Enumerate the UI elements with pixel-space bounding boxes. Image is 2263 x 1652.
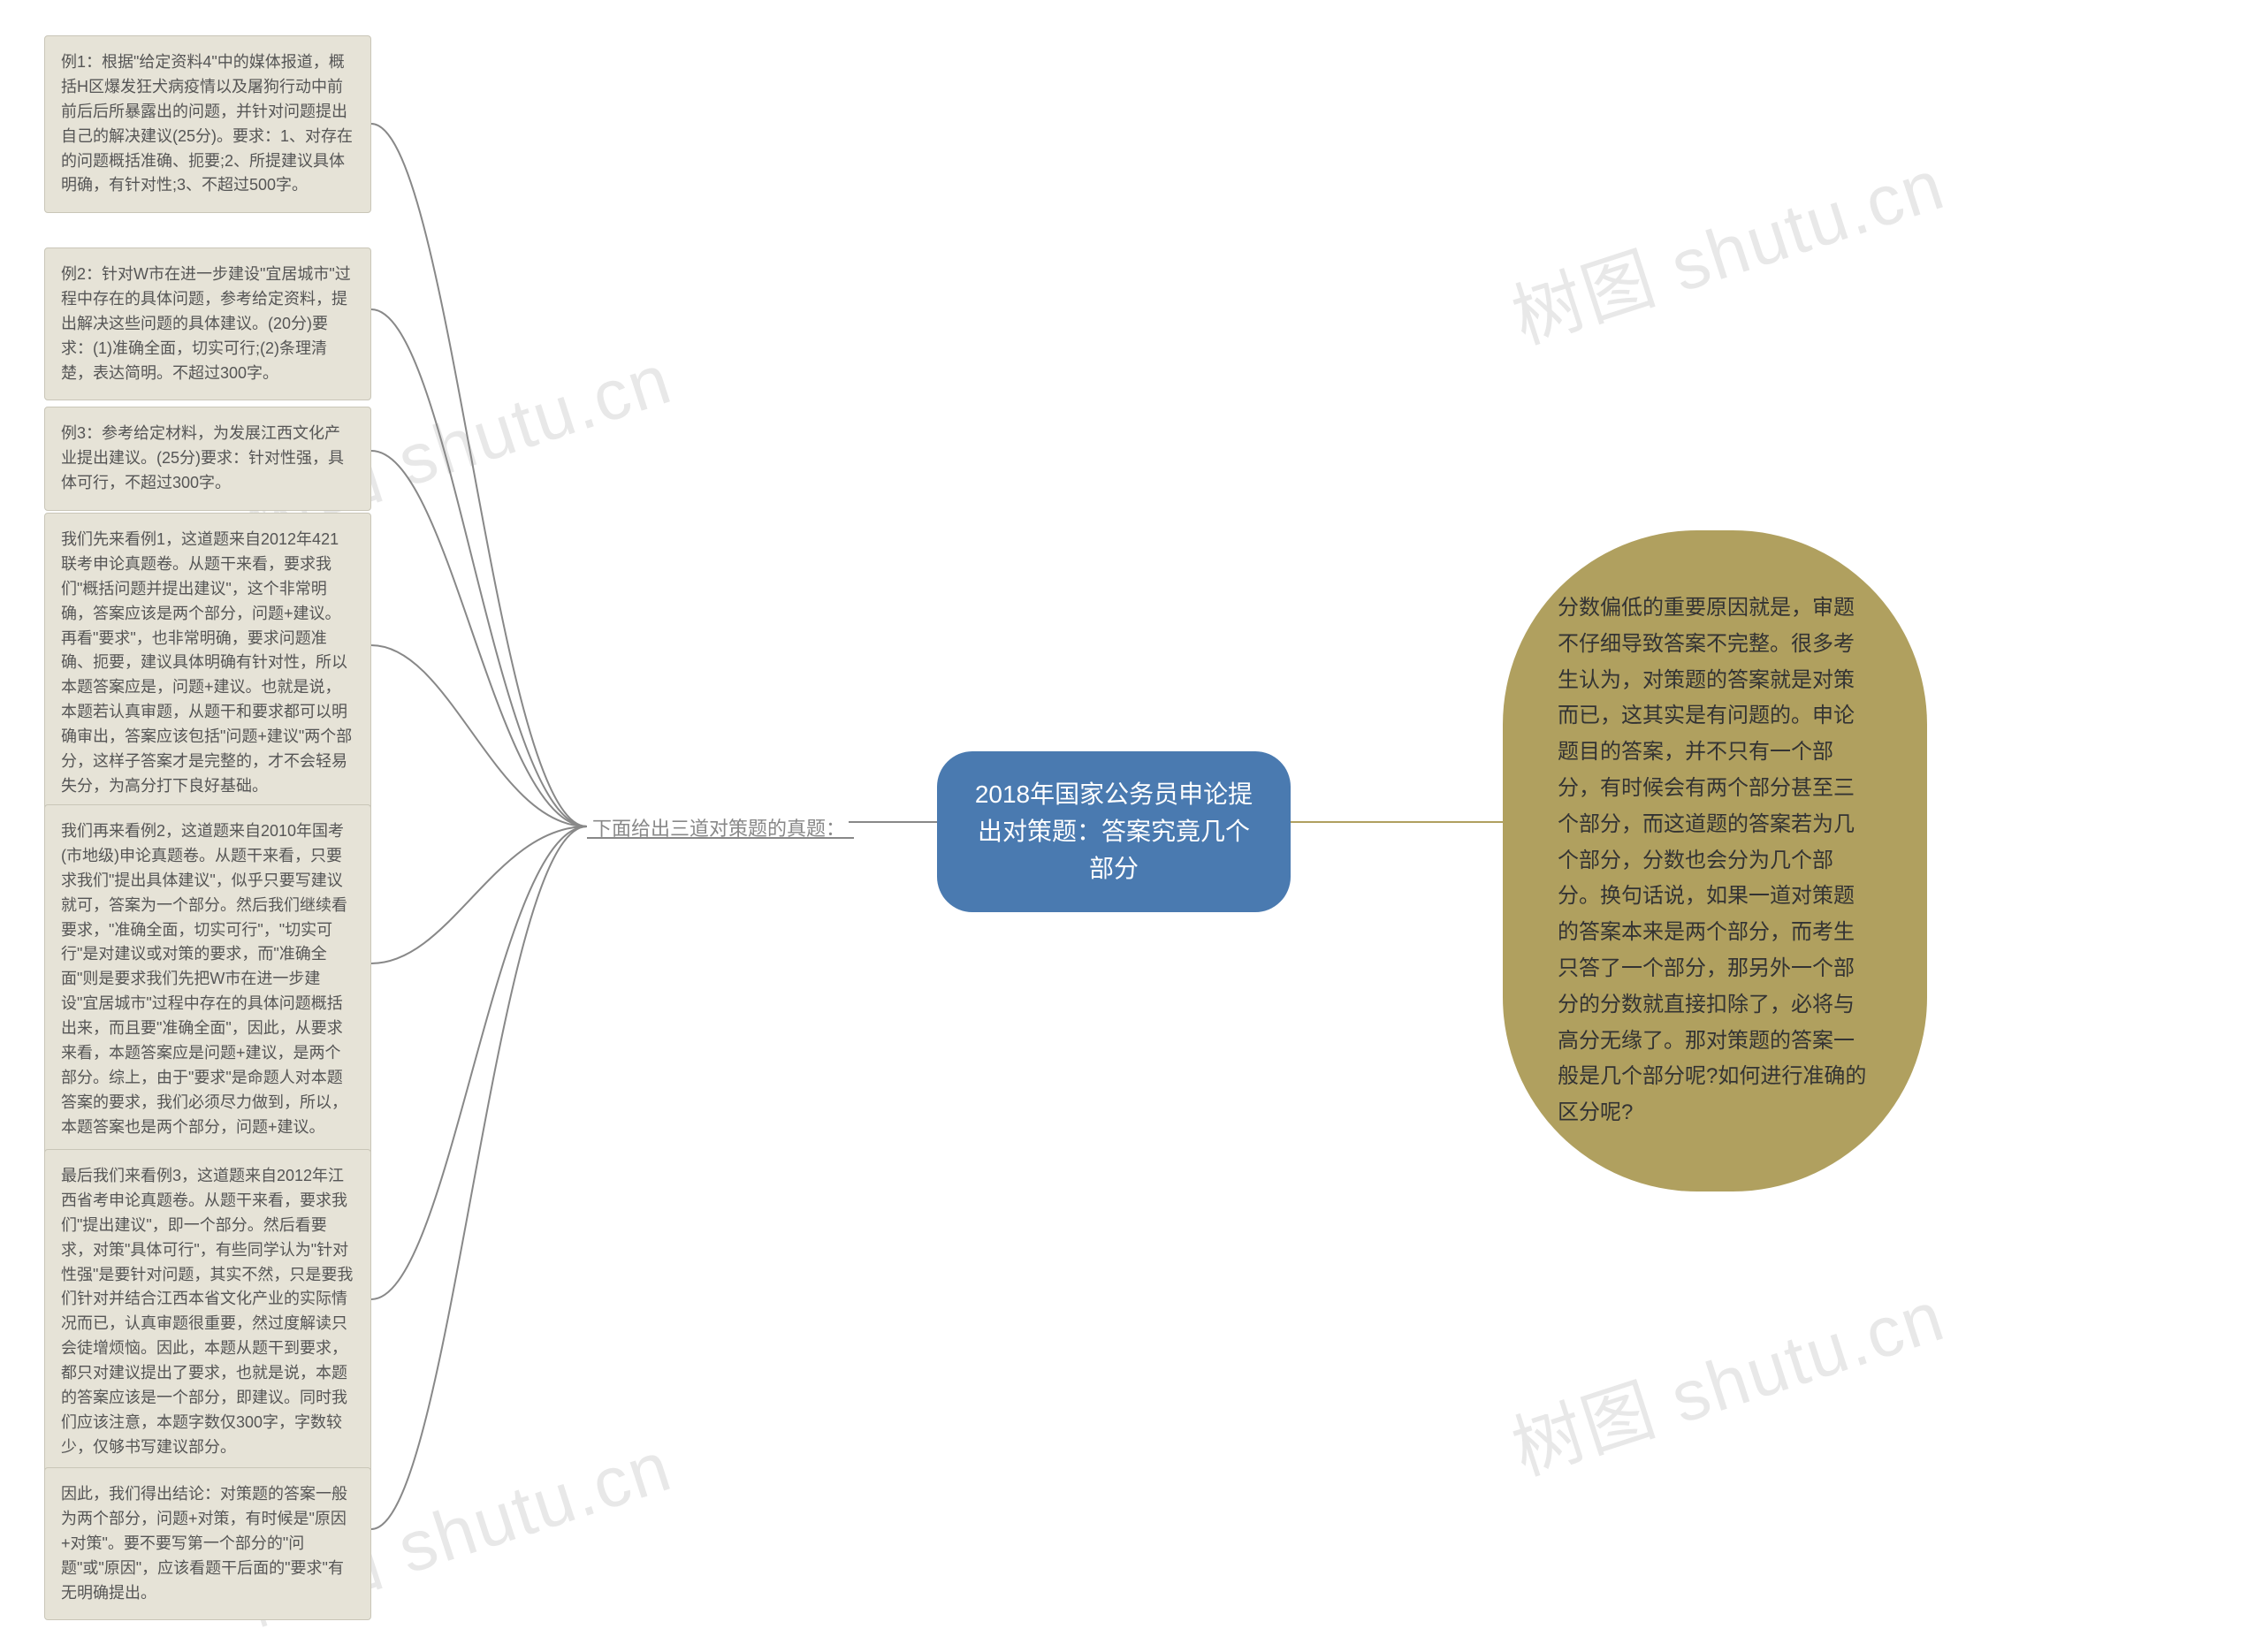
leaf-node[interactable]: 例3：参考给定材料，为发展江西文化产业提出建议。(25分)要求：针对性强，具体可…: [44, 407, 371, 511]
watermark: 树图 shutu.cn: [1497, 1260, 1955, 1496]
watermark: 树图 shutu.cn: [1497, 128, 1955, 364]
leaf-text: 例3：参考给定材料，为发展江西文化产业提出建议。(25分)要求：针对性强，具体可…: [61, 424, 344, 491]
leaf-node[interactable]: 因此，我们得出结论：对策题的答案一般为两个部分，问题+对策，有时候是"原因+对策…: [44, 1467, 371, 1620]
leaf-text: 最后我们来看例3，这道题来自2012年江西省考申论真题卷。从题干来看，要求我们"…: [61, 1167, 353, 1456]
leaf-node[interactable]: 我们先来看例1，这道题来自2012年421联考申论真题卷。从题干来看，要求我们"…: [44, 513, 371, 814]
leaf-node[interactable]: 例1：根据"给定资料4"中的媒体报道，概括H区爆发狂犬病疫情以及屠狗行动中前前后…: [44, 35, 371, 213]
left-branch-label-text: 下面给出三道对策题的真题：: [592, 818, 845, 840]
root-line1: 2018年国家公务员申论提: [972, 776, 1255, 813]
right-branch-text: 分数偏低的重要原因就是，审题不仔细导致答案不完整。很多考生认为，对策题的答案就是…: [1558, 596, 1866, 1124]
root-line3: 部分: [972, 850, 1255, 887]
leaf-node[interactable]: 最后我们来看例3，这道题来自2012年江西省考申论真题卷。从题干来看，要求我们"…: [44, 1149, 371, 1475]
leaf-text: 因此，我们得出结论：对策题的答案一般为两个部分，问题+对策，有时候是"原因+对策…: [61, 1485, 347, 1602]
leaf-text: 我们先来看例1，这道题来自2012年421联考申论真题卷。从题干来看，要求我们"…: [61, 530, 352, 795]
leaf-node[interactable]: 例2：针对W市在进一步建设"宜居城市"过程中存在的具体问题，参考给定资料，提出解…: [44, 247, 371, 400]
right-branch-node[interactable]: 分数偏低的重要原因就是，审题不仔细导致答案不完整。很多考生认为，对策题的答案就是…: [1503, 530, 1927, 1191]
mindmap-root[interactable]: 2018年国家公务员申论提 出对策题：答案究竟几个 部分: [937, 751, 1291, 912]
leaf-node[interactable]: 我们再来看例2，这道题来自2010年国考(市地级)申论真题卷。从题干来看，只要求…: [44, 804, 371, 1155]
root-line2: 出对策题：答案究竟几个: [972, 813, 1255, 850]
leaf-text: 我们再来看例2，这道题来自2010年国考(市地级)申论真题卷。从题干来看，只要求…: [61, 822, 347, 1136]
left-branch-label[interactable]: 下面给出三道对策题的真题：: [592, 813, 845, 841]
leaf-text: 例1：根据"给定资料4"中的媒体报道，概括H区爆发狂犬病疫情以及屠狗行动中前前后…: [61, 53, 353, 194]
leaf-text: 例2：针对W市在进一步建设"宜居城市"过程中存在的具体问题，参考给定资料，提出解…: [61, 265, 351, 382]
